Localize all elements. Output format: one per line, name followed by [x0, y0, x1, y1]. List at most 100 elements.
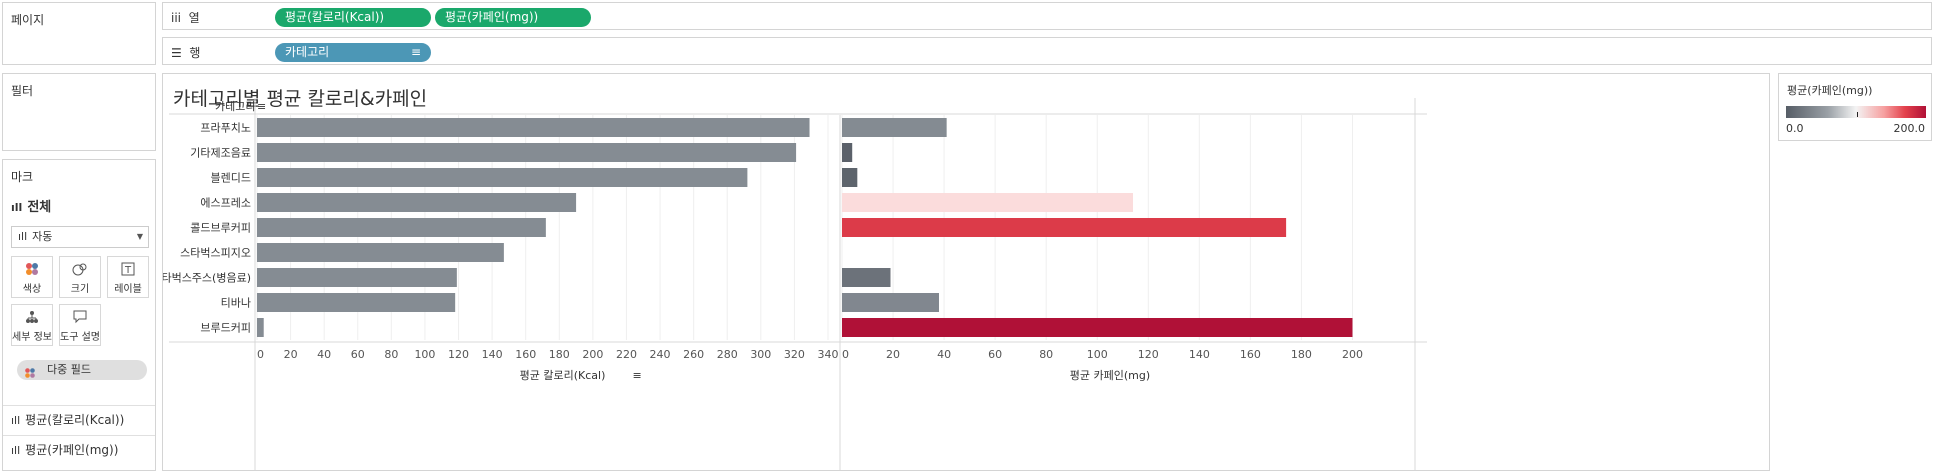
- bar-caffeine[interactable]: [842, 268, 891, 287]
- columns-label: 열: [188, 11, 200, 25]
- sort-icon[interactable]: ≡: [257, 100, 266, 113]
- category-label[interactable]: 에스프레소: [200, 197, 251, 210]
- bar-calorie[interactable]: [257, 293, 456, 312]
- color-button[interactable]: 색상: [11, 256, 53, 298]
- sort-icon[interactable]: ≡: [410, 45, 421, 59]
- label-button[interactable]: T 레이블: [107, 256, 149, 298]
- columns-shelf-label: iii 열: [171, 9, 200, 26]
- category-label[interactable]: 기타제조음료: [190, 147, 251, 160]
- bar-calorie[interactable]: [257, 118, 810, 137]
- detail-hierarchy-icon: [12, 310, 52, 328]
- filters-shelf[interactable]: 필터: [2, 73, 156, 151]
- marks-label: 마크: [11, 170, 34, 184]
- measure-caffeine-label: 평균(카페인(mg)): [25, 443, 119, 457]
- rows-shelf[interactable]: ☰ 행 카테고리 ≡: [162, 37, 1932, 65]
- chart-title: 카테고리별 평균 칼로리&카페인: [173, 88, 428, 110]
- detail-button-label: 세부 정보: [12, 332, 52, 343]
- x-tick-label: 180: [1291, 348, 1312, 361]
- filters-label: 필터: [11, 84, 34, 98]
- size-button[interactable]: 크기: [59, 256, 101, 298]
- mark-type-value: 자동: [32, 230, 53, 243]
- x-tick-label: 120: [1138, 348, 1159, 361]
- x-tick-label: 200: [1342, 348, 1363, 361]
- measure-caffeine-tab[interactable]: ıll 평균(카페인(mg)): [3, 435, 155, 463]
- x-tick-label: 160: [1240, 348, 1261, 361]
- x-tick-label: 140: [1189, 348, 1210, 361]
- x-tick-label: 60: [988, 348, 1002, 361]
- rows-shelf-label: ☰ 행: [171, 44, 200, 61]
- x-axis-title-calorie: 평균 칼로리(Kcal): [520, 369, 606, 382]
- legend-title: 평균(카페인(mg)): [1787, 84, 1873, 97]
- rows-label: 행: [189, 46, 201, 60]
- x-tick-label: 140: [482, 348, 503, 361]
- bar-caffeine[interactable]: [842, 118, 947, 137]
- detail-button[interactable]: 세부 정보: [11, 304, 53, 346]
- label-button-label: 레이블: [114, 284, 142, 295]
- tooltip-button-label: 도구 설명: [60, 332, 100, 343]
- x-tick-label: 100: [1087, 348, 1108, 361]
- x-tick-label: 240: [650, 348, 671, 361]
- bar-caffeine[interactable]: [842, 218, 1287, 237]
- pages-shelf[interactable]: 페이지: [2, 2, 156, 65]
- sort-icon[interactable]: ≡: [633, 369, 642, 382]
- text-label-icon: T: [108, 262, 148, 280]
- bar-calorie[interactable]: [257, 268, 457, 287]
- row-header-label: 카테고리: [215, 100, 255, 113]
- tooltip-button[interactable]: 도구 설명: [59, 304, 101, 346]
- columns-shelf[interactable]: iii 열 평균(칼로리(Kcal)) 평균(카페인(mg)): [162, 2, 1932, 30]
- bar-chart-icon: ıll: [11, 201, 23, 214]
- column-pill-caffeine[interactable]: 평균(카페인(mg)): [435, 8, 591, 27]
- bar-caffeine[interactable]: [842, 318, 1353, 337]
- size-icon: [60, 262, 100, 280]
- legend-gradient: [1786, 106, 1926, 118]
- color-legend[interactable]: 평균(카페인(mg)) 0.0 200.0: [1778, 73, 1932, 141]
- x-tick-label: 320: [784, 348, 805, 361]
- marks-all-tab[interactable]: ıll 전체: [11, 196, 51, 215]
- bar-chart-icon: ıll: [18, 230, 28, 243]
- x-tick-label: 20: [886, 348, 900, 361]
- mark-type-dropdown[interactable]: ıll 자동 ▼: [11, 226, 149, 248]
- x-tick-label: 40: [937, 348, 951, 361]
- column-pill-calorie[interactable]: 평균(칼로리(Kcal)): [275, 8, 431, 27]
- x-tick-label: 0: [842, 348, 849, 361]
- chart-svg: 카테고리 ≡0 20 40 60 80 100 120 140 160 180 200 220 240 26…: [163, 98, 1427, 470]
- row-pill-category[interactable]: 카테고리 ≡: [275, 43, 431, 62]
- bar-calorie[interactable]: [257, 193, 577, 212]
- bar-calorie[interactable]: [257, 143, 797, 162]
- chevron-down-icon: ▼: [136, 232, 143, 241]
- category-label[interactable]: 스타벅스피지오: [180, 247, 251, 260]
- size-button-label: 크기: [70, 284, 90, 295]
- bar-caffeine[interactable]: [842, 168, 858, 187]
- x-tick-label: 20: [284, 348, 298, 361]
- category-label[interactable]: 티바나: [221, 297, 251, 310]
- bar-calorie[interactable]: [257, 218, 546, 237]
- x-axis-title-caffeine: 평균 카페인(mg): [1070, 369, 1150, 382]
- bar-calorie[interactable]: [257, 318, 264, 337]
- multi-field-label: 다중 필드: [47, 363, 91, 376]
- bar-calorie[interactable]: [257, 243, 504, 262]
- x-tick-label: 100: [414, 348, 435, 361]
- color-button-label: 색상: [22, 284, 42, 295]
- bar-caffeine[interactable]: [842, 143, 853, 162]
- x-tick-label: 180: [549, 348, 570, 361]
- x-tick-label: 60: [351, 348, 365, 361]
- category-label[interactable]: 브루드커피: [200, 322, 251, 335]
- x-tick-label: 160: [515, 348, 536, 361]
- bar-calorie[interactable]: [257, 168, 748, 187]
- x-tick-label: 40: [317, 348, 331, 361]
- bar-chart-icon: ıll: [11, 444, 21, 457]
- x-tick-label: 80: [384, 348, 398, 361]
- legend-max-label: 200.0: [1893, 122, 1926, 135]
- measure-calorie-tab[interactable]: ıll 평균(칼로리(Kcal)): [3, 405, 155, 433]
- category-label[interactable]: 프라푸치노: [200, 122, 251, 135]
- bar-caffeine[interactable]: [842, 193, 1133, 212]
- bar-caffeine[interactable]: [842, 293, 939, 312]
- category-label[interactable]: 콜드브루커피: [190, 222, 251, 235]
- multi-field-pill[interactable]: 다중 필드: [17, 360, 147, 380]
- category-label[interactable]: 블렌디드: [211, 172, 251, 185]
- bar-chart-icon: ıll: [11, 414, 21, 427]
- legend-center-marker: [1857, 112, 1858, 117]
- category-label[interactable]: 스타벅스주스(병음료): [163, 272, 251, 285]
- x-tick-label: 120: [448, 348, 469, 361]
- viz-area: 카테고리별 평균 칼로리&카페인 카테고리 ≡ 0 20 40 60 80 100 120 140…: [162, 73, 1770, 471]
